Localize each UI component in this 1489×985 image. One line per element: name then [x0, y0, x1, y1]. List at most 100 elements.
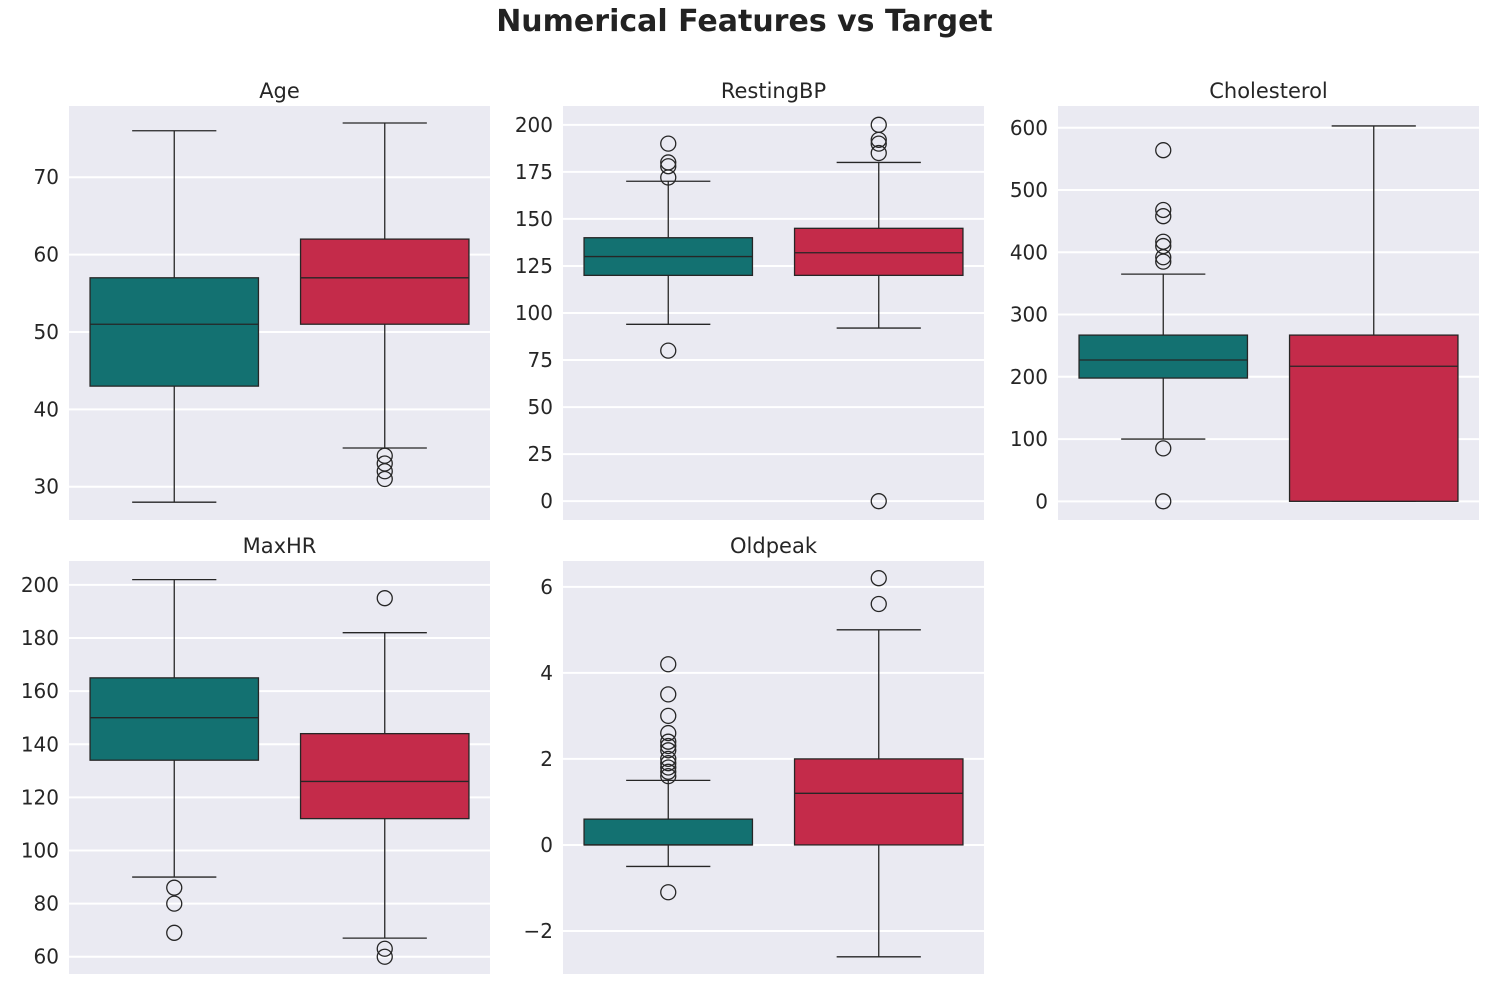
- y-tick-label: 120: [21, 785, 59, 809]
- y-tick-label: 200: [515, 113, 553, 137]
- y-tick-label: 60: [34, 945, 59, 969]
- y-tick-label: 60: [34, 243, 59, 267]
- y-tick-label: 4: [540, 661, 553, 685]
- outlier-point: [660, 158, 677, 175]
- y-tick-label: 125: [515, 254, 553, 278]
- box-group-1: [1288, 125, 1459, 502]
- y-tick-label: 50: [34, 320, 59, 344]
- box-group-0: [1078, 142, 1249, 510]
- box-group-0: [583, 656, 754, 901]
- outlier-point: [660, 759, 677, 776]
- box-group-0: [89, 578, 260, 941]
- box-group-1: [299, 122, 470, 488]
- box: [793, 758, 964, 846]
- outlier-point: [1155, 233, 1172, 250]
- outlier-point: [660, 656, 677, 673]
- y-tick-label: −2: [524, 919, 553, 943]
- panel-maxhr: 60 80 100 120 140 160 180 200 MaxHR: [21, 534, 490, 974]
- outlier-point: [1155, 237, 1172, 255]
- y-tick-label: 0: [1035, 489, 1048, 513]
- y-tick-label: 200: [21, 573, 59, 597]
- outlier-point: [166, 924, 183, 941]
- box-group-1: [793, 570, 964, 958]
- outlier-point: [870, 144, 887, 162]
- box: [1288, 334, 1459, 502]
- y-tick-label: 150: [515, 207, 553, 231]
- y-tick-label: 0: [540, 489, 553, 513]
- outlier-point: [660, 884, 677, 901]
- box: [299, 238, 470, 325]
- outlier-point: [660, 755, 677, 772]
- y-tick-label: 80: [34, 892, 59, 916]
- y-tick-label: 40: [34, 397, 59, 421]
- outlier-point: [870, 116, 887, 133]
- outlier-point: [660, 742, 677, 759]
- panel-age: 30 40 50 60 70 Age: [34, 79, 490, 520]
- figure-title: Numerical Features vs Target: [496, 4, 993, 39]
- y-tick-label: 50: [528, 395, 553, 419]
- outlier-point: [376, 463, 393, 480]
- box-group-1: [793, 116, 964, 510]
- outlier-point: [376, 940, 393, 957]
- panel-restingbp: 0 25 50 75 100 125 150 175 200 RestingBP: [515, 79, 984, 520]
- outlier-point: [660, 686, 677, 703]
- y-tick-label: 100: [1010, 427, 1048, 451]
- y-tick-label: 175: [515, 160, 553, 184]
- outlier-point: [660, 763, 677, 780]
- y-tick-label: 0: [540, 833, 553, 857]
- y-tick-label: 300: [1010, 303, 1048, 327]
- outlier-point: [660, 767, 677, 785]
- outlier-point: [166, 895, 183, 912]
- outlier-point: [660, 154, 677, 171]
- outlier-point: [870, 595, 887, 613]
- panel-title: Age: [259, 79, 300, 103]
- outlier-point: [660, 737, 677, 755]
- box-group-0: [583, 135, 754, 359]
- outlier-point: [1155, 493, 1172, 510]
- y-tick-label: 70: [34, 165, 59, 189]
- box: [1078, 334, 1249, 379]
- outlier-point: [660, 135, 677, 152]
- y-tick-label: 6: [540, 575, 553, 599]
- y-tick-label: 500: [1010, 178, 1048, 202]
- box: [89, 277, 260, 387]
- y-tick-label: 100: [515, 301, 553, 325]
- box: [583, 818, 754, 846]
- outlier-point: [870, 493, 887, 510]
- y-tick-label: 600: [1010, 116, 1048, 140]
- y-tick-label: 25: [528, 442, 553, 466]
- y-tick-label: 30: [34, 475, 59, 499]
- panel-cholesterol: 0 100 200 300 400 500 600 Cholesterol: [1010, 79, 1479, 520]
- y-tick-label: 180: [21, 626, 59, 650]
- box-group-1: [299, 590, 470, 965]
- outlier-point: [166, 879, 183, 896]
- box: [299, 732, 470, 820]
- outlier-point: [870, 135, 887, 152]
- outlier-point: [660, 707, 677, 725]
- y-tick-label: 400: [1010, 240, 1048, 264]
- outlier-point: [376, 590, 393, 607]
- y-tick-label: 200: [1010, 365, 1048, 389]
- panel-title: RestingBP: [721, 79, 826, 103]
- panel-oldpeak: −2 0 2 4 6 Oldpeak: [524, 534, 984, 974]
- y-tick-label: 100: [21, 838, 59, 862]
- panel-title: MaxHR: [243, 534, 317, 558]
- outlier-point: [1155, 440, 1172, 457]
- outlier-point: [1155, 208, 1172, 225]
- panel-title: Cholesterol: [1209, 79, 1328, 103]
- outlier-point: [1155, 201, 1172, 219]
- box: [793, 227, 964, 277]
- outlier-point: [376, 470, 393, 488]
- outlier-point: [660, 724, 677, 742]
- y-tick-label: 2: [540, 747, 553, 771]
- outlier-point: [376, 948, 393, 965]
- outlier-point: [660, 733, 677, 750]
- y-tick-label: 160: [21, 679, 59, 703]
- outlier-point: [870, 570, 887, 587]
- box: [89, 677, 260, 761]
- panel-title: Oldpeak: [730, 534, 818, 558]
- outlier-point: [1155, 142, 1172, 159]
- box-group-0: [89, 130, 260, 503]
